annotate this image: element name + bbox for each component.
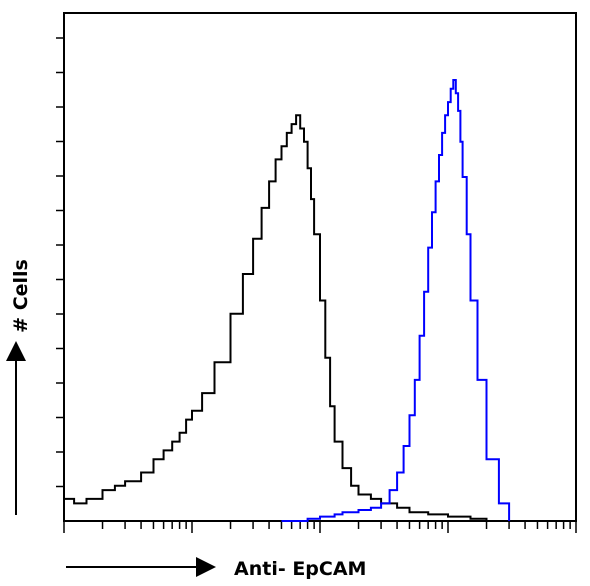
y-axis-ticks [56,37,64,488]
histogram-series [64,79,511,522]
histogram-line-2 [281,79,511,522]
y-axis-label: # Cells [10,259,32,333]
histogram-line-1 [64,114,488,521]
x-axis-label: Anti- EpCAM [234,558,366,580]
x-axis-ticks [63,521,577,533]
